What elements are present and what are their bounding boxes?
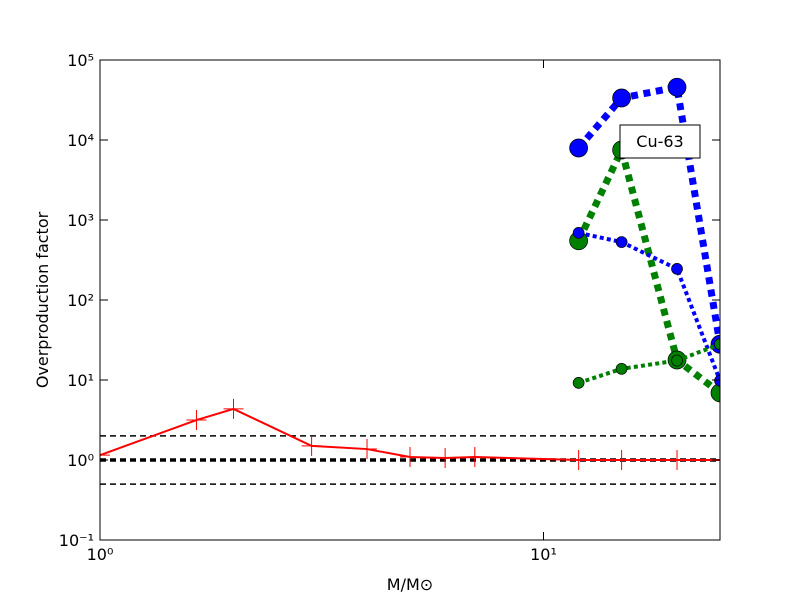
y-tick-label: 10² — [67, 291, 94, 310]
y-tick-label: 10³ — [67, 211, 94, 230]
y-tick-label: 10⁴ — [67, 131, 94, 150]
point-marker — [357, 439, 378, 460]
point-marker — [714, 374, 720, 387]
point-marker — [569, 138, 588, 158]
series-line — [578, 342, 720, 385]
point-marker — [710, 383, 720, 403]
y-axis-label: Overproduction factor — [33, 211, 52, 388]
x-axis-label: M/M⊙ — [387, 575, 433, 594]
point-marker — [464, 447, 485, 468]
y-tick-label: 10⁻¹ — [59, 531, 94, 550]
point-marker — [611, 450, 632, 470]
x-tick-label: 10⁰ — [87, 545, 114, 564]
point-marker — [667, 450, 688, 470]
point-marker — [572, 377, 585, 389]
series-line — [575, 139, 720, 396]
point-marker — [186, 410, 207, 431]
point-marker — [572, 227, 585, 239]
x-tick-label: 10¹ — [530, 545, 557, 564]
point-marker — [615, 362, 628, 375]
point-marker — [714, 338, 720, 351]
point-marker — [223, 398, 244, 419]
y-tick-label: 10¹ — [67, 371, 94, 390]
y-tick-label: 10⁵ — [67, 51, 94, 70]
point-marker — [435, 447, 456, 468]
point-marker — [667, 77, 687, 97]
series-line — [578, 230, 720, 382]
point-marker — [671, 354, 683, 367]
point-marker — [100, 445, 110, 466]
annotation: Cu-63 — [636, 132, 683, 151]
y-tick-label: 10⁰ — [67, 451, 94, 470]
point-marker — [568, 450, 589, 470]
point-marker — [612, 88, 631, 108]
point-marker — [301, 435, 322, 456]
series-line — [575, 83, 720, 345]
annotation-box — [619, 124, 701, 159]
point-marker — [615, 236, 628, 248]
point-marker — [400, 447, 420, 468]
point-marker — [671, 263, 683, 275]
